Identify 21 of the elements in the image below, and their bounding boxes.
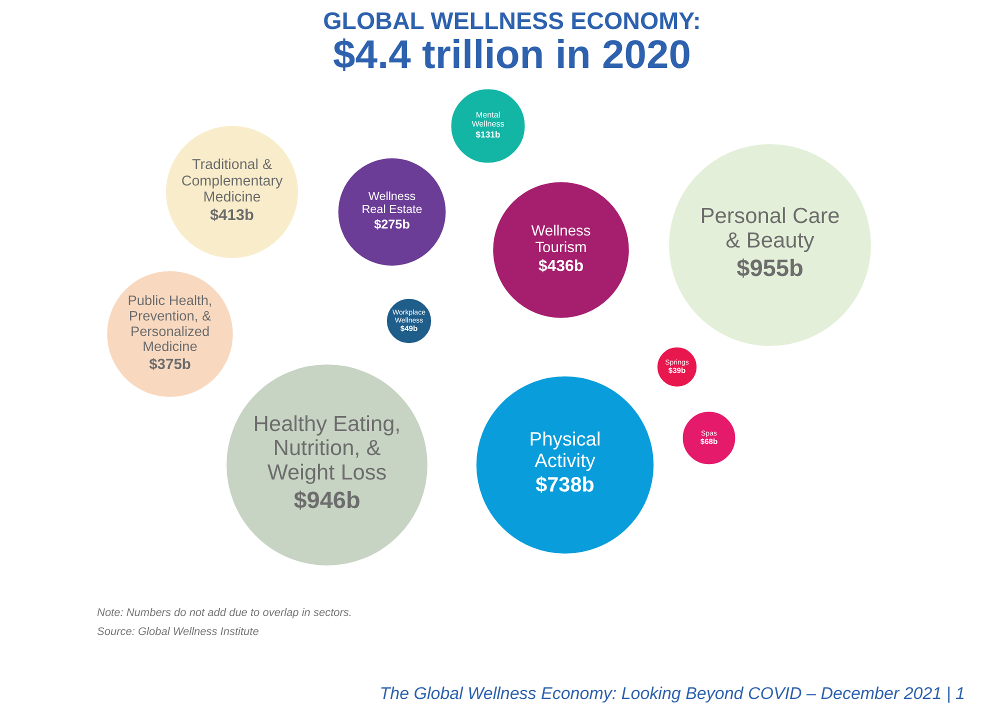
category-label: Wellness Real Estate	[362, 190, 422, 216]
text: Note: Numbers do not add due to overlap in sectors.	[97, 607, 352, 619]
category-label: Wellness Tourism	[531, 224, 591, 256]
text: GLOBAL WELLNESS ECONOMY:	[323, 8, 701, 35]
data-label: $131b	[476, 129, 500, 140]
data-label: $436b	[538, 258, 584, 276]
data-label: $955b	[736, 255, 804, 282]
category-label: Healthy Eating, Nutrition, & Weight Loss	[253, 410, 401, 484]
data-label: $375b	[149, 356, 191, 373]
text: The Global Wellness Economy: Looking Beyond COVID – December 2021 | 1	[380, 684, 965, 703]
category-label: Traditional & Complementary Medicine	[181, 157, 284, 206]
category-label: Physical Activity	[529, 430, 601, 472]
data-label: $413b	[210, 206, 254, 224]
data-label: $738b	[536, 474, 594, 497]
data-label: $946b	[294, 487, 360, 514]
text: $4.4 trillion in 2020	[333, 33, 691, 77]
source-note: Source: Global Wellness Institute	[97, 626, 259, 638]
data-label: $275b	[374, 217, 410, 232]
category-label: Public Health, Prevention, & Personalized Medicine	[128, 293, 212, 354]
category-label: Personal Care & Beauty	[700, 202, 840, 252]
category-label: Mental Wellness	[472, 110, 504, 129]
